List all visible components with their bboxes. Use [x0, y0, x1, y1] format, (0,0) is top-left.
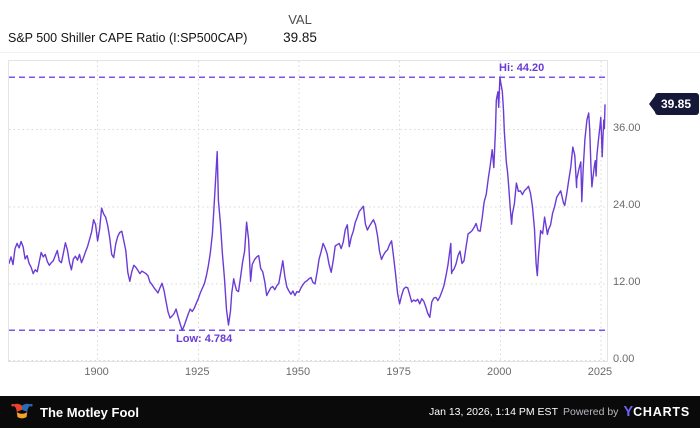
x-axis-tick-label: 1900 [84, 366, 109, 378]
ycharts-wordmark: CHARTS [633, 405, 690, 419]
cape-ratio-line [9, 76, 606, 331]
low-annotation: Low: 4.784 [176, 333, 233, 346]
current-value-badge: 39.85 [654, 93, 699, 115]
y-axis-tick-label: 36.00 [613, 121, 641, 134]
x-axis-tick-label: 2025 [587, 366, 613, 378]
jester-cap-icon [11, 403, 33, 419]
current-value: 39.85 [283, 30, 317, 45]
ycharts-logo[interactable]: Y CHARTS [623, 404, 690, 420]
footer-attribution: Jan 13, 2026, 1:14 PM EST Powered by Y C… [429, 404, 690, 420]
motley-fool-wordmark: The Motley Fool [40, 404, 139, 420]
ycharts-y-mark: Y [623, 404, 634, 420]
powered-by-text: Powered by [562, 406, 619, 418]
x-axis-tick-label: 1950 [285, 366, 311, 378]
motley-fool-logo[interactable]: The Motley Fool [10, 402, 139, 422]
val-column-header: VAL [288, 12, 312, 27]
x-axis-tick-label: 1925 [185, 366, 210, 378]
chart-plot-area: Hi: 44.20 Low: 4.784 [8, 60, 608, 362]
cape-ratio-chart [9, 61, 607, 361]
x-axis-tick-label: 1975 [386, 366, 411, 378]
x-axis-tick-label: 2000 [487, 366, 512, 378]
chart-header: S&P 500 Shiller CAPE Ratio (I:SP500CAP) … [0, 0, 700, 53]
footer-bar: The Motley Fool Jan 13, 2026, 1:14 PM ES… [0, 396, 700, 428]
y-axis-tick-label: 12.00 [613, 275, 641, 288]
y-axis-tick-label: 0.00 [613, 352, 635, 365]
badge-value: 39.85 [660, 97, 691, 111]
val-column: VAL 39.85 [268, 10, 332, 46]
series-name: S&P 500 Shiller CAPE Ratio (I:SP500CAP) [8, 31, 248, 45]
hi-annotation: Hi: 44.20 [499, 62, 545, 75]
timestamp-text: Jan 13, 2026, 1:14 PM EST [428, 406, 558, 418]
y-axis-tick-label: 24.00 [613, 198, 641, 211]
